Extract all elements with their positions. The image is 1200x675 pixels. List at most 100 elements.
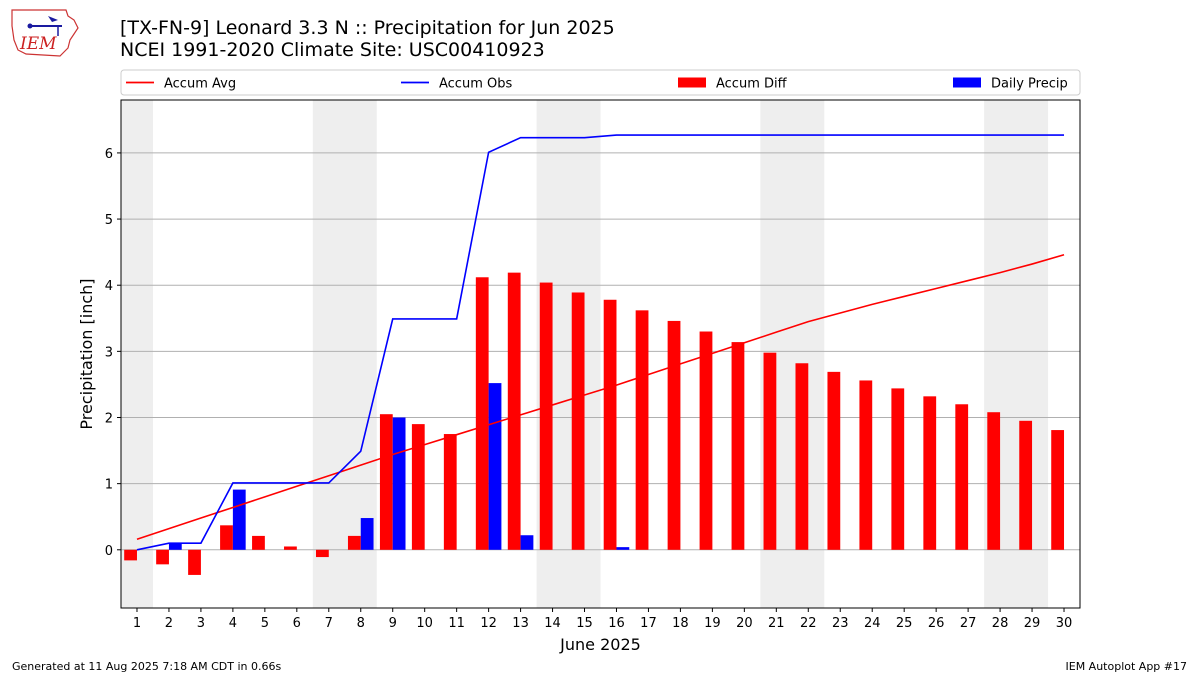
x-tick-label-20: 20	[736, 616, 753, 631]
accum-diff-bar-12	[475, 277, 489, 550]
accum-diff-bar-1	[124, 549, 137, 561]
accum-diff-bar-10	[411, 424, 425, 550]
weekend-shade-0	[121, 100, 153, 608]
plot-area-frame	[120, 99, 1081, 609]
y-tick-label-6: 6	[105, 147, 113, 162]
accum-diff-bar-9	[379, 414, 393, 550]
sensor-icon	[27, 23, 33, 29]
x-tick-label-27: 27	[960, 616, 977, 631]
daily-precip-bar-16	[616, 547, 630, 550]
y-tick-label-4: 4	[105, 279, 113, 294]
x-axis-label: June 2025	[559, 635, 641, 654]
legend-swatch-accum-diff	[678, 77, 706, 88]
x-tick-label-6: 6	[293, 616, 301, 631]
y-tick-label-3: 3	[105, 345, 113, 360]
legend-box	[120, 69, 1081, 96]
daily-precip-bar-8	[360, 518, 374, 550]
accum-diff-bar-13	[507, 272, 521, 550]
x-tick-label-5: 5	[261, 616, 269, 631]
accum-diff-bar-24	[859, 380, 873, 550]
accum-diff-bar-21	[763, 352, 777, 550]
x-tick-label-8: 8	[357, 616, 365, 631]
x-tick-label-1: 1	[133, 616, 141, 631]
y-tick-label-1: 1	[105, 478, 113, 493]
x-tick-label-10: 10	[416, 616, 433, 631]
daily-precip-bar-12	[488, 383, 502, 550]
app-credit: IEM Autoplot App #17	[1065, 660, 1188, 673]
accum-diff-bar-18	[667, 320, 681, 550]
accum-diff-bar-15	[571, 292, 585, 550]
accum-diff-bar-17	[635, 310, 649, 550]
accum-diff-bar-4	[220, 525, 233, 550]
x-tick-label-14: 14	[544, 616, 561, 631]
iowa-outline	[11, 9, 79, 57]
accum-diff-bar-16	[603, 299, 617, 550]
x-tick-label-17: 17	[640, 616, 657, 631]
x-axis: 1 2 3 4 5 6 7 8 9 10 11 12 13 14 15 16 17 18 19 20 21 22 23 24 2…	[133, 608, 1072, 631]
legend-label-daily-precip: Daily Precip	[991, 77, 1068, 92]
legend-label-accum-diff: Accum Diff	[716, 77, 788, 92]
x-tick-label-21: 21	[768, 616, 785, 631]
x-tick-label-2: 2	[165, 616, 173, 631]
x-tick-label-25: 25	[896, 616, 913, 631]
accum-diff-bar-14	[539, 282, 553, 550]
x-tick-label-22: 22	[800, 616, 817, 631]
x-tick-label-13: 13	[512, 616, 529, 631]
daily-precip-bar-13	[520, 535, 534, 550]
accum-diff-bar-8	[347, 535, 361, 550]
daily-precip-bar-4	[232, 489, 246, 550]
x-tick-label-18: 18	[672, 616, 689, 631]
accum-diff-bar-5	[252, 535, 265, 550]
legend-label-accum-obs: Accum Obs	[439, 77, 512, 92]
x-tick-label-24: 24	[864, 616, 881, 631]
accum-diff-bar-23	[827, 371, 841, 550]
accum-diff-bar-20	[731, 342, 745, 550]
y-tick-label-5: 5	[105, 213, 113, 228]
accum-diff-bar-22	[795, 363, 809, 550]
x-tick-label-15: 15	[576, 616, 593, 631]
legend: Accum Avg Accum Obs Accum Diff Daily Precip	[120, 69, 1081, 96]
chart-title-line1: [TX-FN-9] Leonard 3.3 N :: Precipitation…	[120, 17, 615, 39]
accum-diff-bar-3	[188, 549, 201, 575]
accum-diff-bar-27	[955, 404, 969, 550]
x-tick-label-19: 19	[704, 616, 721, 631]
x-tick-label-16: 16	[608, 616, 625, 631]
accum-diff-bar-29	[1019, 420, 1033, 550]
accum-avg-line	[136, 254, 1065, 540]
chart-title-line2: NCEI 1991-2020 Climate Site: USC00410923	[120, 39, 545, 61]
y-axis: 0 1 2 3 4 5 6	[105, 147, 121, 559]
accum-diff-bar-2	[156, 549, 169, 565]
x-tick-label-23: 23	[832, 616, 849, 631]
bars	[124, 272, 1065, 575]
x-tick-label-9: 9	[389, 616, 397, 631]
x-tick-label-30: 30	[1056, 616, 1073, 631]
y-tick-label-2: 2	[105, 412, 113, 427]
x-tick-label-11: 11	[448, 616, 465, 631]
generated-timestamp: Generated at 11 Aug 2025 7:18 AM CDT in …	[12, 660, 282, 673]
x-tick-label-12: 12	[480, 616, 497, 631]
x-tick-label-29: 29	[1024, 616, 1041, 631]
accum-diff-bar-19	[699, 331, 713, 550]
legend-label-accum-avg: Accum Avg	[164, 77, 236, 92]
wind-vane-icon	[48, 16, 58, 22]
daily-precip-bar-2	[168, 543, 182, 550]
daily-precip-bar-9	[392, 417, 406, 550]
x-tick-label-28: 28	[992, 616, 1009, 631]
accum-obs-line	[136, 134, 1065, 551]
accum-diff-bar-28	[987, 412, 1001, 550]
x-tick-label-7: 7	[325, 616, 333, 631]
accum-diff-bar-7	[315, 549, 329, 558]
y-tick-label-0: 0	[105, 544, 113, 559]
accum-diff-bar-25	[891, 388, 905, 550]
accum-diff-bar-6	[284, 546, 297, 550]
accum-diff-bar-30	[1051, 430, 1065, 550]
iem-logo: IEM	[11, 9, 79, 57]
accum-diff-bar-11	[443, 434, 457, 550]
accum-diff-bar-26	[923, 396, 937, 550]
logo-text: IEM	[19, 34, 57, 54]
x-tick-label-26: 26	[928, 616, 945, 631]
x-tick-label-3: 3	[197, 616, 205, 631]
x-tick-label-4: 4	[229, 616, 237, 631]
y-axis-label: Precipitation [inch]	[77, 278, 96, 429]
